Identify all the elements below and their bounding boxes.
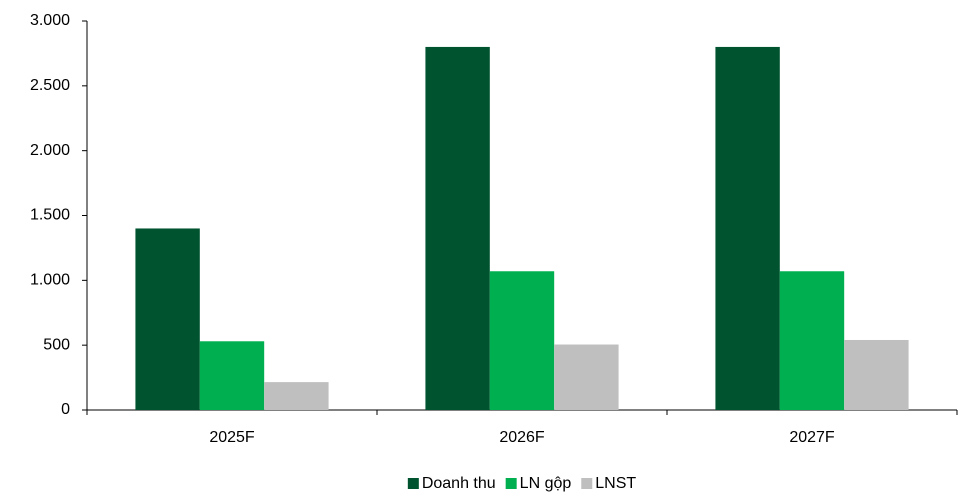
bar xyxy=(135,228,200,410)
y-tick-label: 0 xyxy=(61,401,70,418)
bar xyxy=(715,46,780,410)
x-tick-label: 2025F xyxy=(209,429,255,446)
legend-swatch xyxy=(581,478,593,489)
bar xyxy=(199,341,265,410)
bar xyxy=(489,271,555,410)
legend-label: LN gộp xyxy=(520,475,572,492)
bar xyxy=(554,344,619,410)
bar xyxy=(425,46,490,410)
x-tick-label: 2026F xyxy=(499,429,545,446)
legend-label: LNST xyxy=(595,475,636,492)
x-tick-label: 2027F xyxy=(789,429,835,446)
legend-swatch xyxy=(407,478,419,489)
bar xyxy=(264,382,329,410)
bar xyxy=(844,339,909,410)
legend-label: Doanh thu xyxy=(422,475,496,492)
legend-swatch xyxy=(505,478,517,489)
y-tick-label: 2.000 xyxy=(30,142,70,159)
y-tick-label: 1.500 xyxy=(30,207,70,224)
y-tick-label: 3.000 xyxy=(30,12,70,29)
bar xyxy=(779,271,845,410)
y-tick-label: 2.500 xyxy=(30,77,70,94)
y-tick-label: 500 xyxy=(43,336,70,353)
y-tick-label: 1.000 xyxy=(30,272,70,289)
